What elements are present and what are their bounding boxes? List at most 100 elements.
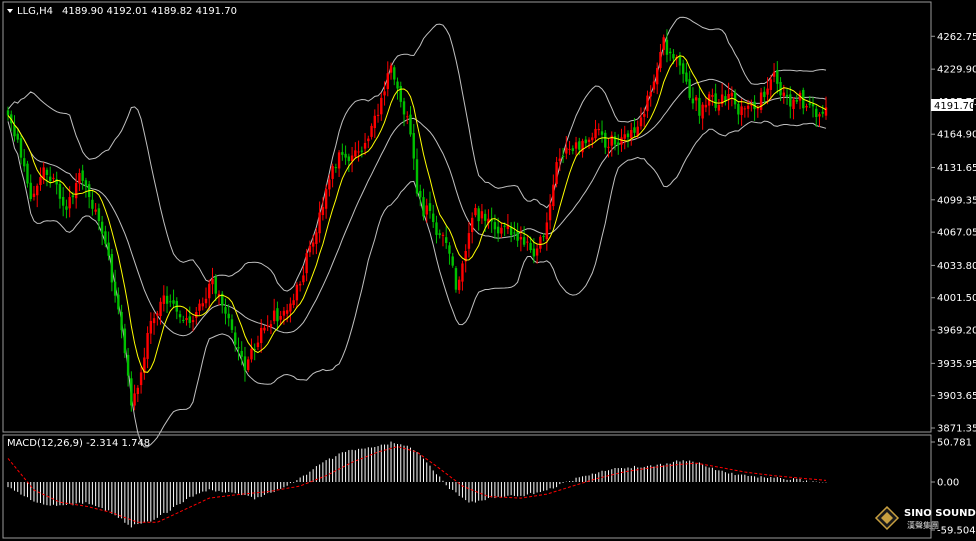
- candle-body: [357, 151, 360, 153]
- candle: [574, 136, 578, 156]
- candle: [571, 145, 575, 155]
- main-price-panel[interactable]: [2, 1, 932, 448]
- candle-body: [808, 103, 811, 105]
- candle-body: [688, 79, 691, 98]
- candle-body: [493, 222, 497, 230]
- candle-body: [224, 307, 227, 314]
- candle: [694, 94, 698, 111]
- candle: [399, 81, 402, 108]
- candle-body: [811, 103, 815, 107]
- current-price-value: 4191.70: [934, 101, 975, 112]
- candle: [441, 232, 445, 247]
- candle-body: [350, 155, 354, 162]
- candle: [279, 310, 282, 326]
- candle: [604, 130, 607, 155]
- candle: [688, 70, 691, 100]
- candle-body: [821, 111, 824, 114]
- candle: [445, 226, 448, 249]
- candle: [597, 123, 600, 136]
- candle-body: [136, 387, 140, 395]
- candle-body: [178, 314, 182, 318]
- candle: [94, 203, 97, 215]
- candle: [298, 281, 302, 292]
- candle-body: [581, 140, 584, 153]
- candle-body: [613, 136, 617, 145]
- candle-body: [500, 227, 503, 234]
- candle: [357, 140, 360, 162]
- candle-body: [681, 63, 685, 74]
- candle-body: [227, 313, 230, 319]
- candle: [746, 99, 750, 118]
- candle: [552, 174, 555, 210]
- candle: [91, 190, 94, 216]
- macd-panel[interactable]: [2, 434, 932, 539]
- candle: [805, 103, 808, 112]
- candle: [522, 226, 526, 247]
- candle-body: [545, 222, 549, 240]
- candle: [311, 234, 315, 255]
- candle-body: [272, 310, 276, 322]
- candle: [58, 179, 62, 209]
- candle-body: [295, 284, 299, 301]
- price-tick-label: 4164.90: [937, 130, 976, 141]
- candle: [432, 204, 435, 228]
- candle-body: [513, 232, 516, 234]
- candle: [526, 236, 529, 251]
- candle: [97, 203, 101, 231]
- candle-body: [6, 110, 10, 116]
- candle-body: [694, 97, 698, 101]
- candle: [516, 222, 519, 247]
- candle-body: [396, 81, 399, 89]
- candle: [185, 308, 188, 326]
- candle: [42, 162, 45, 184]
- candle: [208, 279, 211, 310]
- candle: [740, 98, 743, 126]
- candle: [78, 168, 81, 191]
- candle: [305, 248, 308, 282]
- candle: [321, 197, 325, 221]
- candle: [182, 315, 185, 324]
- candle-body: [451, 256, 454, 266]
- macd-axis: 50.781 0.00 -59.504: [931, 438, 976, 537]
- candle-body: [565, 147, 568, 154]
- candle-body: [815, 108, 818, 117]
- candle: [191, 315, 195, 332]
- candle-body: [110, 254, 114, 283]
- candle: [347, 153, 351, 173]
- candle: [178, 310, 182, 324]
- candle-body: [717, 104, 721, 111]
- candle: [711, 88, 714, 106]
- candle: [461, 260, 464, 291]
- candle-body: [506, 224, 510, 229]
- candle-body: [100, 221, 104, 234]
- candle-body: [704, 104, 708, 108]
- candle: [665, 29, 669, 63]
- candle: [548, 194, 552, 230]
- candle-body: [678, 56, 682, 66]
- candle: [652, 74, 656, 93]
- candle: [795, 94, 798, 105]
- candle-body: [824, 107, 828, 116]
- candle-body: [104, 231, 107, 244]
- candle-body: [117, 294, 120, 310]
- candle-body: [574, 142, 578, 149]
- candle-body: [113, 281, 117, 296]
- candle: [386, 61, 389, 97]
- candle: [32, 185, 36, 201]
- symbol-dropdown-icon[interactable]: [7, 9, 13, 13]
- candle-body: [711, 95, 714, 97]
- candle: [259, 319, 263, 353]
- candle: [701, 102, 704, 130]
- candle-body: [97, 208, 101, 222]
- candle: [656, 62, 659, 95]
- candle-body: [68, 197, 71, 209]
- macd-tick-label: 50.781: [937, 438, 972, 449]
- candle-body: [91, 199, 94, 209]
- candle: [383, 81, 386, 106]
- candle: [393, 65, 396, 86]
- candle-body: [315, 232, 318, 244]
- candle-body: [578, 141, 581, 150]
- candle-body: [172, 300, 175, 304]
- candle-body: [152, 318, 156, 324]
